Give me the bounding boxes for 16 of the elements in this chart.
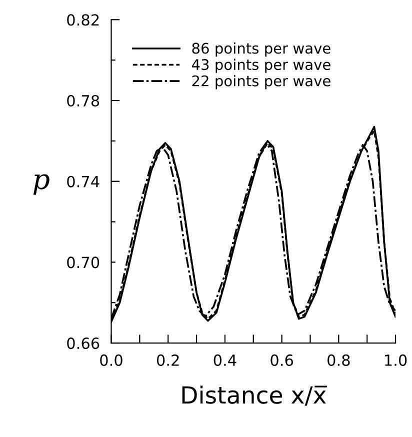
legend-label: 86 points per wave — [192, 42, 330, 57]
legend-label: 22 points per wave — [192, 75, 330, 90]
y-tick-label: 0.74 — [67, 176, 100, 188]
y-tick-label: 0.66 — [67, 338, 100, 350]
x-tick-label: 0.8 — [328, 354, 350, 366]
x-axis-title: Distance x/x̅ — [182, 386, 327, 406]
y-axis-title: p — [33, 174, 50, 195]
x-tick-label: 1.0 — [385, 354, 407, 366]
x-tick-label: 0.2 — [156, 354, 179, 366]
x-tick-label: 0.4 — [214, 354, 236, 366]
legend-label: 43 points per wave — [192, 58, 330, 73]
x-tick-label: 0.6 — [270, 354, 293, 366]
y-tick-label: 0.82 — [67, 14, 99, 26]
x-tick-label: 0.0 — [100, 354, 122, 366]
y-tick-label: 0.78 — [67, 94, 100, 107]
y-tick-label: 0.70 — [67, 256, 100, 268]
